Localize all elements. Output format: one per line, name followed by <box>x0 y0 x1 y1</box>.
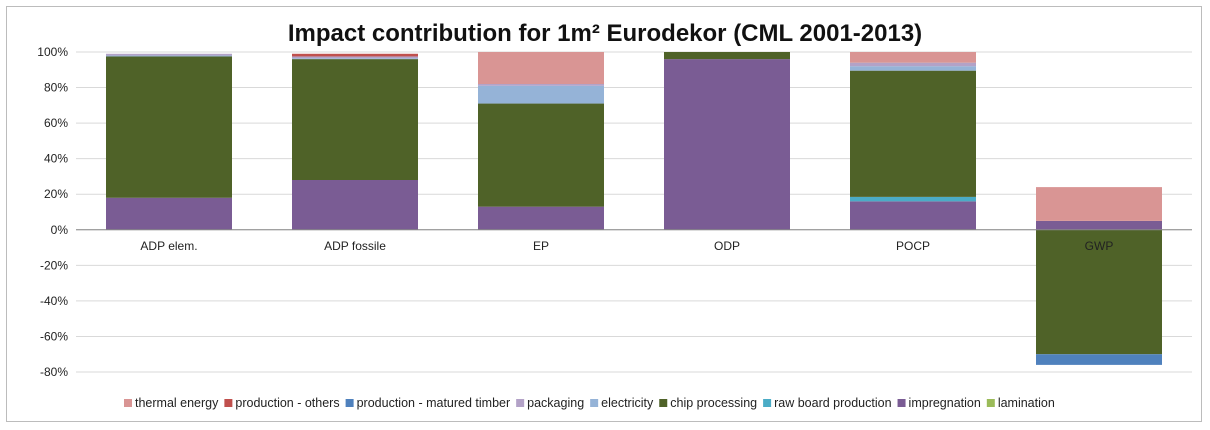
x-category-label: ODP <box>714 239 740 253</box>
x-category-label: EP <box>533 239 549 253</box>
legend-entry: production - matured timber <box>357 396 511 410</box>
x-category-label: GWP <box>1085 239 1114 253</box>
legend-swatch <box>124 399 132 407</box>
legend-entry: production - others <box>235 396 339 410</box>
gridlines <box>76 51 1192 373</box>
bar-segment-thermal-energy <box>850 52 976 63</box>
bar-segment-electricity <box>478 85 604 104</box>
legend-entry: lamination <box>998 396 1055 410</box>
x-category-label: ADP elem. <box>140 239 197 253</box>
y-tick-label: -80% <box>40 365 68 379</box>
legend-swatch <box>763 399 772 407</box>
y-tick-label: -60% <box>40 329 68 343</box>
bar-segment-impregnation <box>850 201 976 230</box>
bars <box>106 52 1162 365</box>
legend-entry: raw board production <box>774 396 891 410</box>
bar-segment-impregnation <box>106 197 232 230</box>
category-labels: ADP elem. ADP fossile EP ODP POCP GWP <box>140 239 1113 253</box>
bar-segment-impregnation <box>664 59 790 230</box>
bar-segment-production-matured-timber <box>1036 354 1162 365</box>
legend-entry: chip processing <box>670 396 757 410</box>
legend-entry: thermal energy <box>135 396 219 410</box>
y-tick-label: 100% <box>37 45 68 59</box>
y-tick-label: 40% <box>44 152 68 166</box>
legend-swatch <box>224 399 233 407</box>
bar-segment-chip-processing <box>292 59 418 180</box>
x-category-label: POCP <box>896 239 930 253</box>
legend-swatch <box>345 399 354 407</box>
bar-segment-electricity <box>106 55 232 57</box>
bar-segment-production-others <box>292 53 418 57</box>
legend-swatch <box>986 399 995 407</box>
bar-segment-chip-processing <box>664 52 790 60</box>
legend: thermal energy production - others product… <box>124 396 1055 410</box>
bar-segment-packaging <box>478 84 604 86</box>
bar-segment-electricity <box>850 66 976 71</box>
legend-swatch <box>659 399 668 407</box>
legend-swatch <box>590 399 599 407</box>
y-tick-label: 20% <box>44 187 68 201</box>
bar-segment-packaging <box>850 62 976 67</box>
bar-segment-impregnation <box>1036 220 1162 230</box>
y-tick-label: 0% <box>51 223 69 237</box>
legend-swatch <box>516 399 525 407</box>
y-tick-label: -40% <box>40 294 68 308</box>
y-tick-label: 80% <box>44 81 68 95</box>
bar-segment-thermal-energy <box>1036 187 1162 221</box>
legend-entry: packaging <box>527 396 584 410</box>
bar-segment-chip-processing <box>850 70 976 197</box>
y-axis: 100% 80% 60% 40% 20% 0% -20% -40% -60% -80% <box>37 45 68 379</box>
bar-segment-impregnation <box>292 180 418 230</box>
bar-segment-thermal-energy <box>478 52 604 84</box>
bar-segment-chip-processing <box>478 103 604 207</box>
bar-segment-electricity <box>292 58 418 60</box>
y-tick-label: -20% <box>40 258 68 272</box>
legend-swatch <box>897 399 906 407</box>
legend-entry: impregnation <box>909 396 981 410</box>
bar-segment-chip-processing <box>106 56 232 198</box>
chart-title: Impact contribution for 1m² Eurodekor (C… <box>287 20 923 47</box>
bar-segment-packaging <box>292 56 418 59</box>
bar-segment-raw-board-production <box>850 196 976 202</box>
bar-segment-impregnation <box>478 206 604 230</box>
x-category-label: ADP fossile <box>324 239 386 253</box>
bar-segment-packaging <box>106 53 232 56</box>
bar-segment-chip-processing <box>1036 229 1162 355</box>
legend-entry: electricity <box>601 396 654 410</box>
y-tick-label: 60% <box>44 116 68 130</box>
